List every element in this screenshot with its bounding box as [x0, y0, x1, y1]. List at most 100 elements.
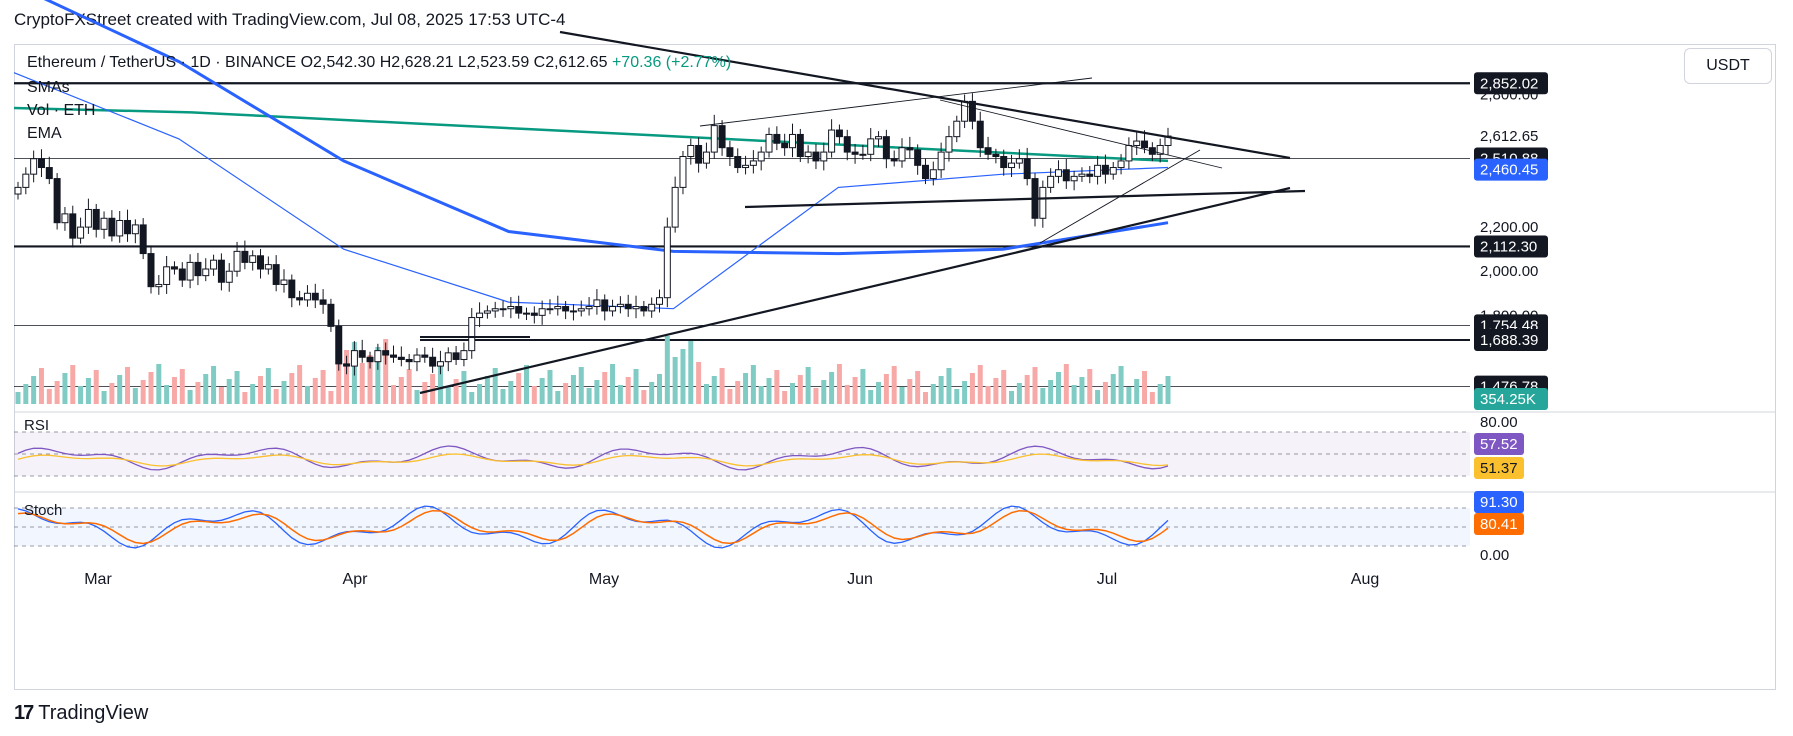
currency-button[interactable]: USDT	[1684, 48, 1772, 84]
candle-body	[77, 226, 85, 239]
price-tag-label-6: 1,688.39	[1480, 332, 1538, 349]
candle-body	[648, 303, 656, 312]
candle-body	[702, 151, 710, 164]
volume-bar	[891, 366, 897, 404]
volume-bar	[531, 386, 537, 404]
volume-bar	[969, 373, 975, 404]
candle-body	[663, 226, 671, 299]
candle-body	[1133, 140, 1141, 146]
chart-credit-header: CryptoFXStreet created with TradingView.…	[14, 10, 566, 29]
candle-body	[1109, 167, 1117, 175]
volume-bar	[735, 381, 741, 404]
candle-body	[1070, 175, 1078, 182]
volume-bar	[109, 383, 115, 404]
candle-body	[710, 125, 718, 153]
candle-body	[773, 133, 781, 144]
candle-body	[335, 325, 343, 365]
symbol-title[interactable]: Ethereum / TetherUS · 1D · BINANCE	[27, 54, 297, 71]
candle-body	[131, 224, 139, 235]
candle-body	[499, 308, 507, 311]
candle-body	[108, 217, 116, 237]
stoch-tag-label-0: 91.30	[1480, 494, 1518, 511]
volume-bar	[727, 389, 733, 404]
stoch-tag-label-1: 80.41	[1480, 516, 1518, 533]
legend-ema[interactable]: EMA	[27, 125, 62, 142]
volume-bar	[1009, 391, 1015, 404]
legend-volume[interactable]: Vol · ETH	[27, 102, 96, 119]
candle-body	[343, 363, 351, 367]
chart-frame[interactable]	[14, 44, 1776, 690]
volume-bar	[516, 373, 522, 404]
candle-body	[890, 158, 898, 162]
candle-body	[679, 156, 687, 188]
candle-body	[1015, 158, 1023, 164]
tradingview-brand-text: TradingView	[38, 702, 149, 724]
candle-body	[569, 310, 577, 313]
volume-bar	[1102, 382, 1108, 404]
rsi-tag-label-1: 51.37	[1480, 460, 1518, 477]
volume-bar	[766, 378, 772, 404]
stoch-title: Stoch	[24, 502, 62, 519]
volume-bar	[1032, 367, 1038, 404]
candle-body	[1125, 144, 1133, 162]
volume-bar	[383, 339, 389, 404]
candle-body	[804, 151, 812, 158]
volume-bar	[1142, 371, 1148, 404]
candle-body	[288, 279, 296, 299]
volume-bar	[101, 391, 107, 404]
volume-bar	[273, 389, 279, 404]
volume-bar	[140, 380, 146, 404]
candle-body	[186, 261, 194, 281]
volume-bar	[836, 364, 842, 404]
candle-body	[875, 136, 883, 140]
volume-bar	[38, 368, 44, 404]
volume-bar	[625, 377, 631, 404]
volume-bar	[391, 385, 397, 404]
candle-body	[929, 169, 937, 180]
candle-body	[163, 266, 171, 285]
symbol-legend[interactable]: Ethereum / TetherUS · 1D · BINANCE O2,54…	[27, 54, 731, 72]
rsi-title: RSI	[24, 417, 49, 434]
volume-bar	[1055, 372, 1061, 404]
tradingview-logo[interactable]: 17 TradingView	[14, 702, 148, 725]
volume-bar	[359, 363, 365, 404]
time-axis-label-1: Apr	[343, 571, 369, 588]
stoch-d-line	[17, 509, 1169, 545]
candle-body	[546, 308, 554, 311]
rsi-ma-line	[17, 453, 1169, 467]
candle-body	[147, 253, 155, 288]
volume-bar	[555, 391, 561, 404]
candle-body	[554, 306, 562, 310]
volume-bar	[31, 376, 37, 404]
candle-body	[530, 312, 538, 316]
candle-body	[413, 354, 421, 363]
price-tag-6	[1474, 328, 1548, 351]
volume-bar	[289, 373, 295, 404]
volume-bar	[445, 387, 451, 404]
candle-body	[914, 149, 922, 166]
volume-bar	[1079, 377, 1085, 404]
candle-body	[436, 361, 444, 367]
candle-body	[851, 151, 859, 155]
volume-bar	[703, 384, 709, 404]
volume-bar	[1118, 366, 1124, 404]
candle-body	[734, 156, 742, 169]
candle-body	[757, 151, 765, 162]
candle-body	[632, 306, 640, 310]
volume-bar	[195, 382, 201, 404]
volume-bar	[211, 366, 217, 404]
candle-body	[796, 133, 804, 158]
volume-bar	[187, 390, 193, 404]
legend-sma[interactable]: SMAs	[27, 79, 70, 96]
candle-body	[788, 133, 796, 149]
candle-body	[468, 317, 476, 352]
price-tag-4	[1474, 235, 1548, 258]
volume-bar	[242, 392, 248, 404]
volume-bar	[320, 370, 326, 404]
volume-bar	[1095, 390, 1101, 404]
candle-body	[390, 354, 398, 358]
trendline-4	[939, 99, 1223, 169]
candle-body	[37, 158, 45, 169]
sma-blue-thick-line	[43, 0, 1169, 256]
